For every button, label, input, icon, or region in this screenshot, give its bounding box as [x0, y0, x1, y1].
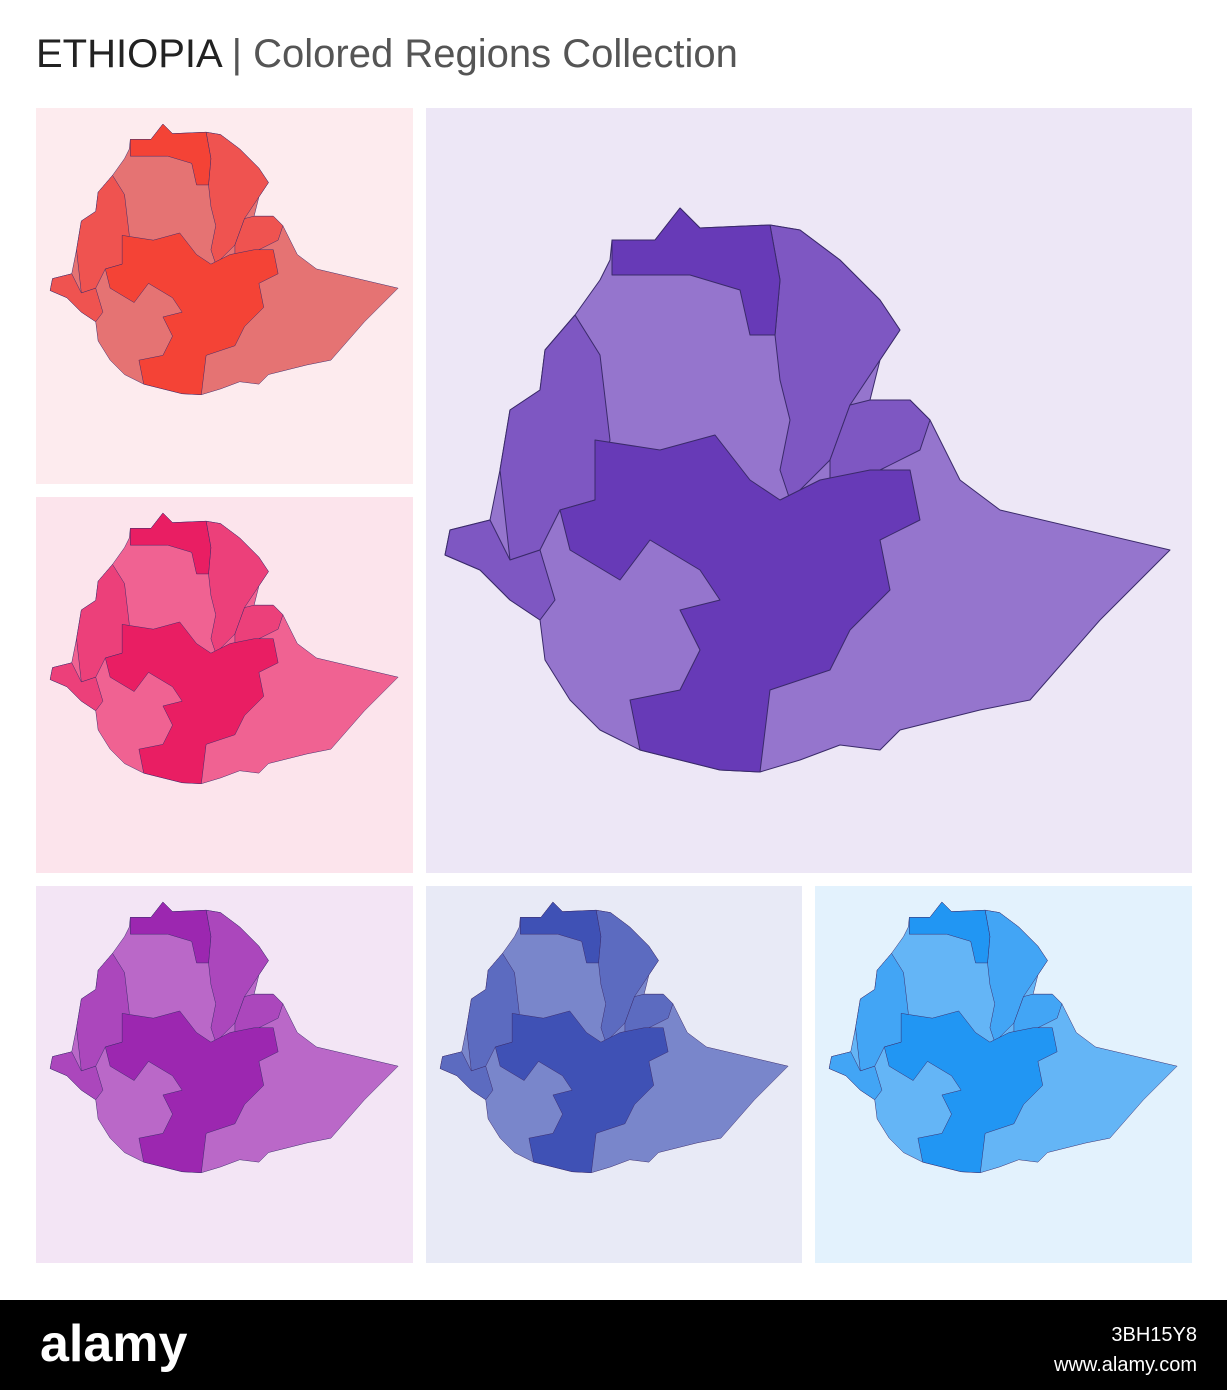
map-collection	[36, 108, 1192, 1263]
logo: alamy	[40, 1315, 188, 1373]
map-panel	[426, 886, 802, 1263]
image-info: 3BH15Y8 www.alamy.com	[1054, 1320, 1197, 1380]
map-panel	[426, 108, 1192, 873]
footer-bar: alamy 3BH15Y8 www.alamy.com	[0, 1300, 1227, 1390]
country-name: ETHIOPIA	[36, 32, 221, 76]
map-panel	[36, 886, 413, 1263]
map-panel	[815, 886, 1192, 1263]
map-panel	[36, 497, 413, 873]
map-panel	[36, 108, 413, 484]
title: ETHIOPIA | Colored Regions Collection	[36, 32, 738, 77]
subtitle: | Colored Regions Collection	[231, 32, 738, 76]
image-id: 3BH15Y8	[1111, 1324, 1197, 1346]
url: www.alamy.com	[1054, 1354, 1197, 1376]
